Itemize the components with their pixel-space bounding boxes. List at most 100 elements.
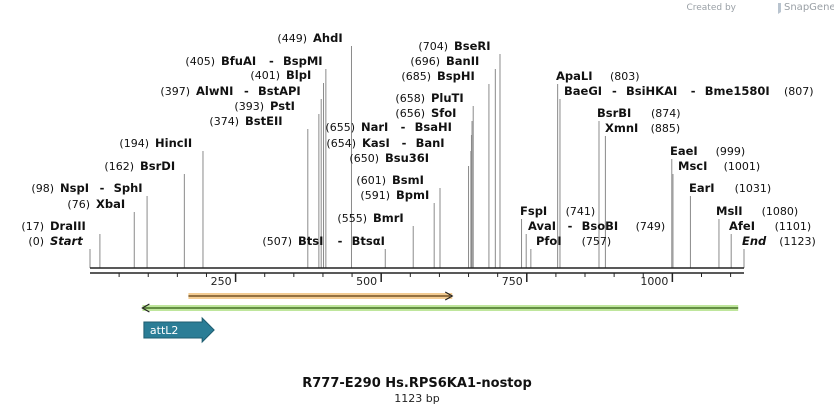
enzyme-name: ApaLI — [556, 69, 593, 83]
enzyme-label-eaei[interactable]: EaeI (999) — [670, 144, 745, 158]
feature-attl2[interactable]: attL2 — [143, 316, 215, 344]
enzyme-name: PluTI — [431, 91, 464, 105]
enzyme-name: BpmI — [396, 188, 429, 202]
enzyme-position: (654) — [326, 137, 356, 150]
snapgene-credit[interactable]: Created by SnapGene — [686, 2, 834, 14]
enzyme-name: FspI — [520, 204, 547, 218]
enzyme-name: BstAPI — [258, 84, 301, 98]
feature-label: attL2 — [150, 324, 179, 337]
enzyme-label-bsmi[interactable]: (601) BsmI — [356, 173, 423, 187]
enzyme-name: BsmI — [392, 173, 424, 187]
enzyme-position: (803) — [610, 70, 640, 83]
enzyme-position: (885) — [651, 122, 681, 135]
enzyme-name: AlwNI — [196, 84, 233, 98]
ruler-ticks: 250 500 750 1000 — [118, 273, 732, 288]
enzyme-label-msli[interactable]: MslI (1080) — [716, 204, 798, 218]
credit-brand: SnapGene — [784, 2, 834, 13]
enzyme-name: SphI — [114, 181, 143, 195]
enzyme-name: SfoI — [431, 106, 456, 120]
enzyme-label-banii[interactable]: (696) BanII — [410, 54, 479, 68]
enzyme-position: (741) — [566, 205, 596, 218]
enzyme-separator: - — [338, 234, 343, 248]
enzyme-position: (1101) — [775, 220, 812, 233]
enzyme-position: (374) — [209, 115, 239, 128]
enzyme-label-bfuai[interactable]: (405) BfuAI - BspMI — [185, 54, 322, 68]
enzyme-label-apali[interactable]: ApaLI (803) — [556, 69, 640, 83]
enzyme-label-start[interactable]: (0) Start — [28, 234, 83, 248]
enzyme-label-draiii[interactable]: (17) DraIII — [21, 219, 85, 233]
enzyme-label-btsi[interactable]: (507) BtsI - BtsαI — [262, 234, 384, 248]
enzyme-position: (401) — [250, 69, 280, 82]
feature-arrows: attL2 — [143, 316, 215, 344]
enzyme-name: BspHI — [437, 69, 475, 83]
enzyme-label-nspi[interactable]: (98) NspI - SphI — [31, 181, 142, 195]
enzyme-label-end[interactable]: End (1123) — [742, 234, 816, 248]
map-length: 1123 bp — [394, 392, 439, 405]
enzyme-name: BsiHKAI — [626, 84, 677, 98]
enzyme-labels: (17) DraIII(0) Start (98) NspI - SphI (76) XbaI (… — [21, 31, 815, 248]
enzyme-name: BfuAI — [221, 54, 256, 68]
enzyme-name: BspMI — [283, 54, 323, 68]
enzyme-label-bseri[interactable]: (704) BseRI — [418, 39, 490, 53]
enzyme-separator: - — [612, 84, 617, 98]
enzyme-label-sfoi[interactable]: (656) SfoI — [395, 106, 456, 120]
enzyme-label-bsteii[interactable]: (374) BstEII — [209, 114, 282, 128]
enzyme-label-alwni[interactable]: (397) AlwNI - BstAPI — [160, 84, 300, 98]
enzyme-label-baegi[interactable]: BaeGI - BsiHKAI - Bme1580I (807) — [564, 84, 814, 98]
enzyme-label-fspi[interactable]: FspI (741) — [520, 204, 595, 218]
enzyme-name: EaeI — [670, 144, 698, 158]
enzyme-label-kasi[interactable]: (654) KasI - BanI — [326, 136, 444, 150]
enzyme-label-pfoi[interactable]: PfoI (757) — [536, 234, 611, 248]
enzyme-label-bsrbi[interactable]: BsrBI (874) — [597, 106, 681, 120]
enzyme-name: PstI — [270, 99, 295, 113]
enzyme-label-msci[interactable]: MscI (1001) — [678, 159, 760, 173]
enzyme-name: BseRI — [454, 39, 491, 53]
enzyme-name: BanI — [416, 136, 445, 150]
enzyme-label-psti[interactable]: (393) PstI — [234, 99, 294, 113]
enzyme-position: (591) — [360, 189, 390, 202]
map-title: R777-E290 Hs.RPS6KA1-nostop — [302, 376, 532, 391]
enzyme-label-blpi[interactable]: (401) BlpI — [250, 68, 311, 82]
enzyme-label-avai[interactable]: AvaI - BsoBI (749) — [528, 219, 665, 233]
enzyme-label-hincii[interactable]: (194) HincII — [119, 136, 192, 150]
enzyme-label-bsrdi[interactable]: (162) BsrDI — [104, 159, 175, 173]
enzyme-label-xbai[interactable]: (76) XbaI — [67, 197, 125, 211]
enzyme-position: (1031) — [735, 182, 772, 195]
enzyme-position: (393) — [234, 100, 264, 113]
enzyme-label-bsu36i[interactable]: (650) Bsu36I — [349, 151, 429, 165]
enzyme-name: DraIII — [50, 219, 86, 233]
enzyme-name: AvaI — [528, 219, 556, 233]
enzyme-position: (874) — [651, 107, 681, 120]
enzyme-label-bpmi[interactable]: (591) BpmI — [360, 188, 429, 202]
enzyme-label-pluti[interactable]: (658) PluTI — [395, 91, 463, 105]
enzyme-separator: - — [244, 84, 249, 98]
enzyme-position: (194) — [119, 137, 149, 150]
orf-arrow-green-orf[interactable] — [141, 303, 739, 313]
cut-site-lines — [89, 46, 745, 268]
enzyme-position: (1080) — [762, 205, 799, 218]
enzyme-position: (650) — [349, 152, 379, 165]
enzyme-label-nari[interactable]: (655) NarI - BsaHI — [325, 120, 451, 134]
enzyme-label-ahdi[interactable]: (449) AhdI — [277, 31, 342, 45]
enzyme-position: (656) — [395, 107, 425, 120]
enzyme-label-afei[interactable]: AfeI (1101) — [729, 219, 811, 233]
enzyme-label-bmri[interactable]: (555) BmrI — [337, 211, 403, 225]
arrow-head-icon — [444, 291, 454, 301]
enzyme-name: BsoBI — [582, 219, 619, 233]
enzyme-label-bsphi[interactable]: (685) BspHI — [401, 69, 474, 83]
orf-arrow-orange-orf[interactable] — [188, 291, 454, 301]
enzyme-name: Bsu36I — [385, 151, 429, 165]
enzyme-position: (1123) — [779, 235, 816, 248]
enzyme-position: (704) — [418, 40, 448, 53]
enzyme-name: AhdI — [313, 31, 343, 45]
enzyme-name: HincII — [155, 136, 192, 150]
enzyme-name: BtsαI — [352, 234, 385, 248]
enzyme-label-xmni[interactable]: XmnI (885) — [605, 121, 680, 135]
enzyme-name: KasI — [362, 136, 390, 150]
enzyme-label-eari[interactable]: EarI (1031) — [689, 181, 771, 195]
enzyme-position: (98) — [31, 182, 54, 195]
enzyme-position: (17) — [21, 220, 44, 233]
enzyme-name: BmrI — [373, 211, 404, 225]
enzyme-name: XbaI — [96, 197, 125, 211]
